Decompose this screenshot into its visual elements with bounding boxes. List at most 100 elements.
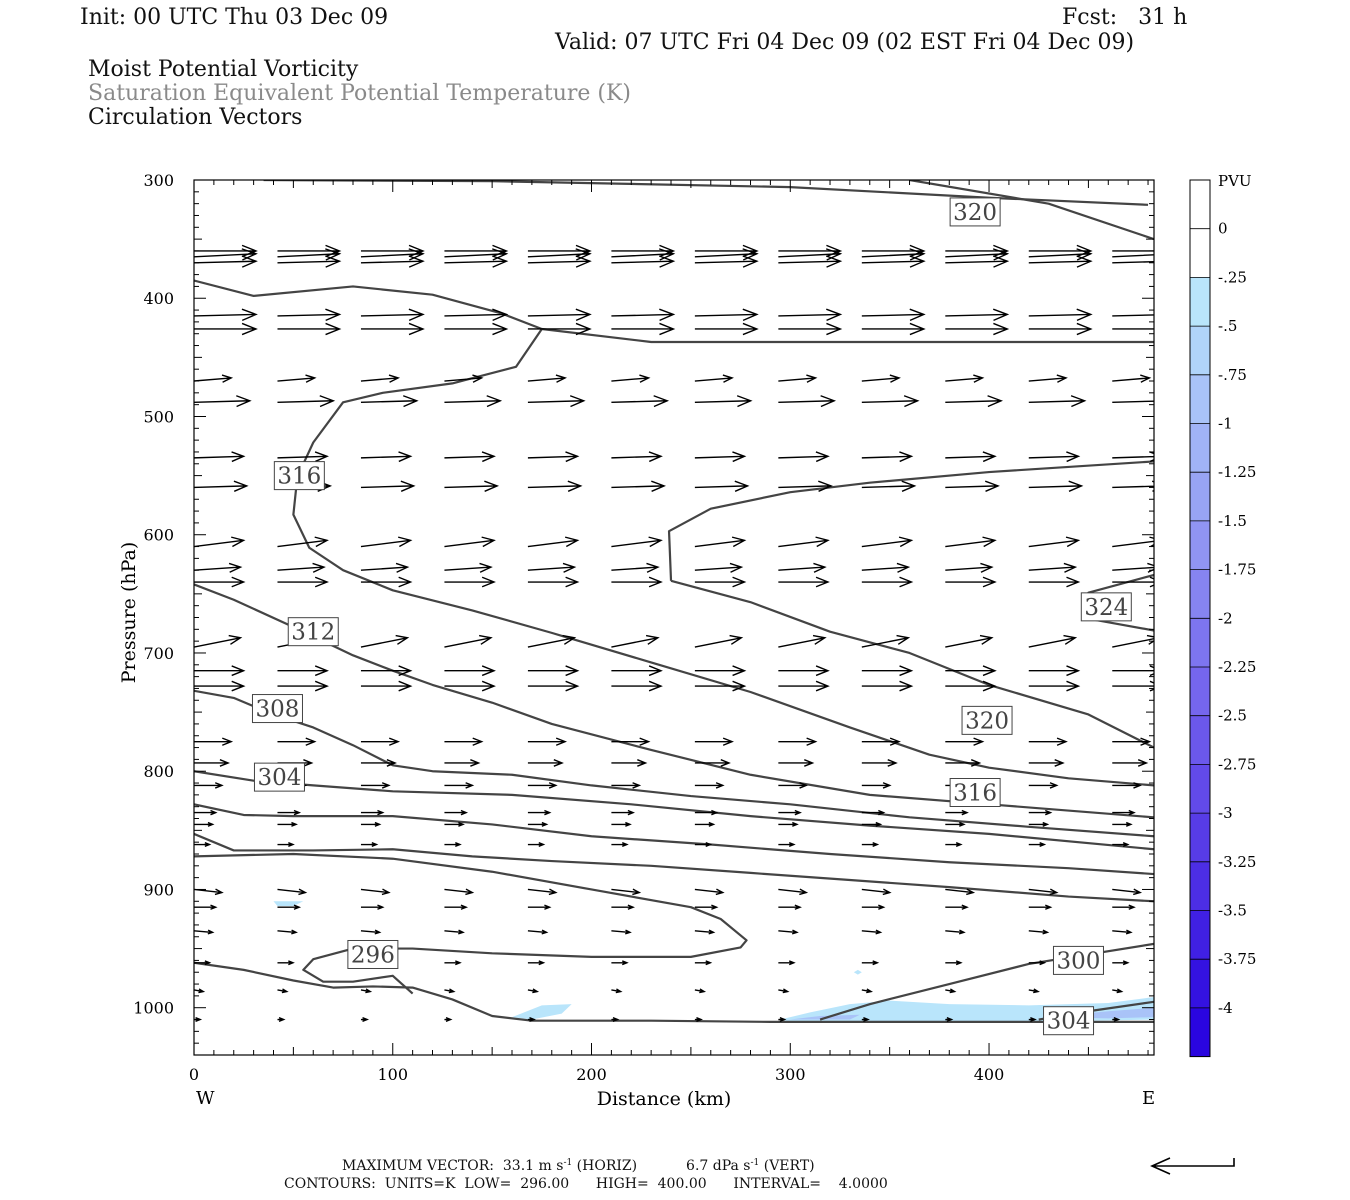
vector-arrow [611, 255, 676, 268]
vector-arrow [194, 576, 246, 588]
vector-arrow [1112, 634, 1154, 648]
vector-arrow [444, 904, 469, 910]
contour-line [194, 852, 748, 995]
vector-arrow [527, 888, 558, 896]
vector-arrow [277, 395, 336, 408]
vector-arrow [945, 988, 957, 994]
vector-arrow [277, 451, 329, 463]
vector-arrow [694, 395, 753, 408]
vector-arrow [360, 395, 419, 408]
vector-arrow [778, 888, 809, 896]
vector-arrow [194, 680, 246, 692]
vector-arrow [444, 809, 469, 816]
vector-arrow [444, 480, 500, 492]
vector-arrow [945, 929, 966, 935]
vector-arrow [611, 451, 663, 463]
y-tick-label: 300 [143, 171, 174, 190]
y-tick-label: 600 [143, 526, 174, 545]
vector-arrow [945, 809, 969, 816]
vector-arrow [945, 1017, 954, 1023]
colorbar-swatch [1190, 813, 1210, 862]
vector-arrow [1112, 809, 1136, 816]
vector-arrow [611, 634, 660, 648]
vector-arrow [861, 536, 914, 548]
vector-arrow [861, 255, 926, 268]
vector-arrow [527, 576, 580, 588]
vector-arrow [778, 562, 827, 573]
colorbar-label: -2 [1218, 609, 1233, 627]
colorbar-swatch [1190, 910, 1210, 960]
vector-arrow [778, 842, 796, 848]
vector-arrow [861, 759, 898, 767]
vector-arrow [527, 782, 558, 789]
vector-arrow [778, 988, 790, 994]
vector-arrow [861, 308, 926, 321]
vector-arrow [945, 308, 1010, 321]
vector-arrow [778, 821, 799, 827]
vector-arrow [611, 480, 666, 492]
vector-arrow [1112, 254, 1154, 258]
vector-arrow [778, 536, 830, 548]
contour-line [667, 460, 1154, 581]
vector-arrow [277, 680, 329, 692]
vector-arrow [694, 759, 731, 767]
theta-es-contours [194, 180, 1154, 1023]
vector-arrow [194, 904, 218, 910]
valid-time: Valid: 07 UTC Fri 04 Dec 09 (02 EST Fri … [555, 30, 1135, 55]
contour-line [194, 279, 1154, 787]
vector-arrow [778, 904, 802, 910]
vector-arrow [194, 395, 252, 408]
y-tick-label: 400 [143, 289, 174, 308]
pv-shade-area [853, 969, 862, 975]
contour-label-box [961, 705, 1013, 735]
vector-arrow [694, 634, 744, 648]
vector-arrow [861, 634, 911, 648]
contour-label: 304 [258, 765, 302, 791]
vector-arrow [694, 322, 759, 336]
vector-arrow [1112, 250, 1154, 252]
title-vectors: Circulation Vectors [88, 105, 303, 130]
vector-arrow [444, 782, 475, 789]
vector-arrow [945, 451, 997, 463]
contour-label-box [251, 694, 303, 724]
circulation-vectors [194, 244, 1154, 1023]
vector-arrow [194, 536, 246, 548]
pv-colorbar: 0 -.25 -.5 -.75 -1 -1.25 -1.5 -1.75 -2 -2.25 -2.5 -… [1189, 172, 1256, 1058]
vector-arrow [1028, 395, 1087, 408]
vector-arrow [444, 576, 496, 588]
contour-line [194, 832, 1154, 903]
vector-arrow [527, 374, 567, 383]
vector-arrow [611, 665, 663, 677]
contour-label: 300 [1057, 948, 1101, 974]
contour-label-box [1052, 945, 1104, 975]
vector-arrow [527, 255, 592, 268]
vector-arrow [611, 782, 642, 789]
vector-arrow [1028, 821, 1050, 827]
vector-arrow [945, 395, 1003, 408]
vector-arrow [1112, 988, 1124, 994]
pv-shade-area [273, 901, 304, 907]
vector-arrow [360, 562, 410, 573]
x-tick-label: 0 [189, 1065, 199, 1084]
colorbar-swatch [1190, 423, 1210, 473]
colorbar-swatch [1190, 959, 1210, 1008]
vector-arrow [694, 782, 725, 789]
vector-arrow [945, 665, 997, 677]
vector-arrow [527, 680, 580, 692]
vector-arrow [694, 929, 716, 935]
vector-arrow [611, 322, 676, 336]
vector-arrow [1028, 255, 1093, 268]
vector-arrow [277, 960, 295, 966]
contour-line [909, 180, 1154, 241]
vector-arrow [444, 960, 462, 966]
vector-arrow [1112, 737, 1152, 746]
colorbar-label: -1.75 [1218, 561, 1256, 579]
contour-line [194, 961, 1154, 1023]
colorbar-label: 0 [1218, 220, 1228, 238]
vector-arrow [1028, 308, 1093, 321]
colorbar-swatch [1190, 1007, 1210, 1057]
vector-arrow [778, 737, 818, 746]
vector-arrow [861, 374, 901, 383]
vector-arrow [527, 759, 564, 767]
